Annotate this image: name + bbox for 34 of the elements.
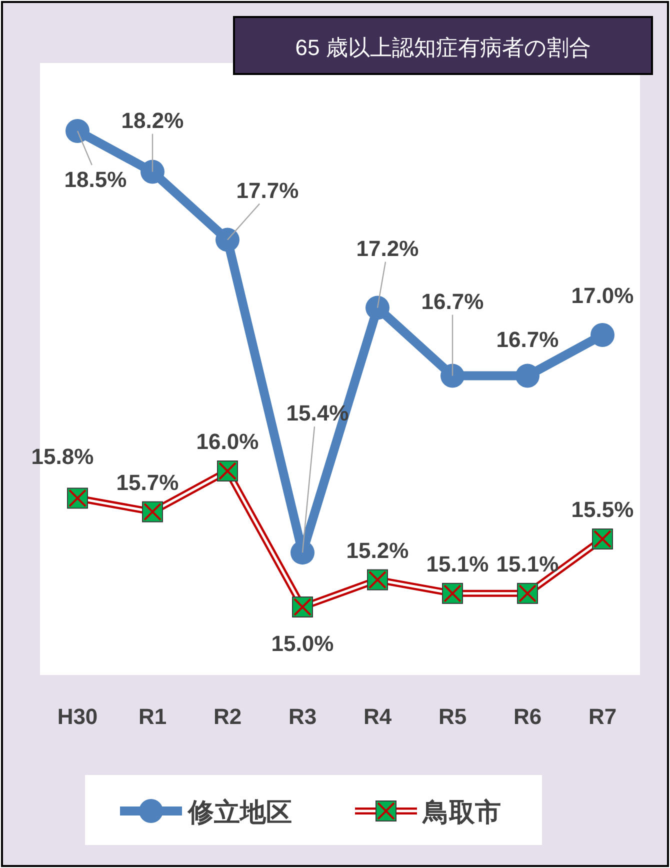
data-label: 15.2% xyxy=(346,538,409,563)
x-tick-label: R4 xyxy=(363,704,392,729)
point xyxy=(216,228,240,252)
data-label: 16.7% xyxy=(421,288,484,314)
title-box: 65 歳以上認知症有病者の割合 xyxy=(233,16,653,75)
x-tick-label: R2 xyxy=(213,704,242,729)
x-tick-label: R6 xyxy=(513,704,542,729)
data-label: 15.7% xyxy=(116,470,179,495)
point xyxy=(366,296,390,320)
data-label: 16.7% xyxy=(496,326,559,352)
x-tick-label: H30 xyxy=(57,704,98,729)
chart-title: 65 歳以上認知症有病者の割合 xyxy=(295,35,591,60)
data-label: 18.5% xyxy=(64,167,127,192)
point xyxy=(140,160,164,184)
legend-label: 鳥取市 xyxy=(422,797,501,827)
point xyxy=(440,364,464,388)
data-label: 15.8% xyxy=(31,444,94,470)
data-label: 17.7% xyxy=(236,178,299,203)
x-tick-label: R5 xyxy=(438,704,467,729)
x-tick-label: R1 xyxy=(138,704,167,729)
point xyxy=(590,323,614,347)
x-tick-label: R3 xyxy=(288,704,317,729)
data-label: 15.1% xyxy=(496,551,559,576)
legend-label: 修立地区 xyxy=(187,797,292,827)
point xyxy=(66,119,90,143)
data-label: 17.0% xyxy=(571,283,634,308)
data-label: 15.0% xyxy=(271,631,334,656)
data-label: 15.5% xyxy=(571,497,634,522)
data-label: 18.2% xyxy=(121,108,184,133)
data-label: 15.1% xyxy=(426,551,489,576)
point xyxy=(516,364,540,388)
data-label: 17.2% xyxy=(356,236,419,261)
x-tick-label: R7 xyxy=(588,704,617,729)
data-label: 16.0% xyxy=(196,429,259,454)
